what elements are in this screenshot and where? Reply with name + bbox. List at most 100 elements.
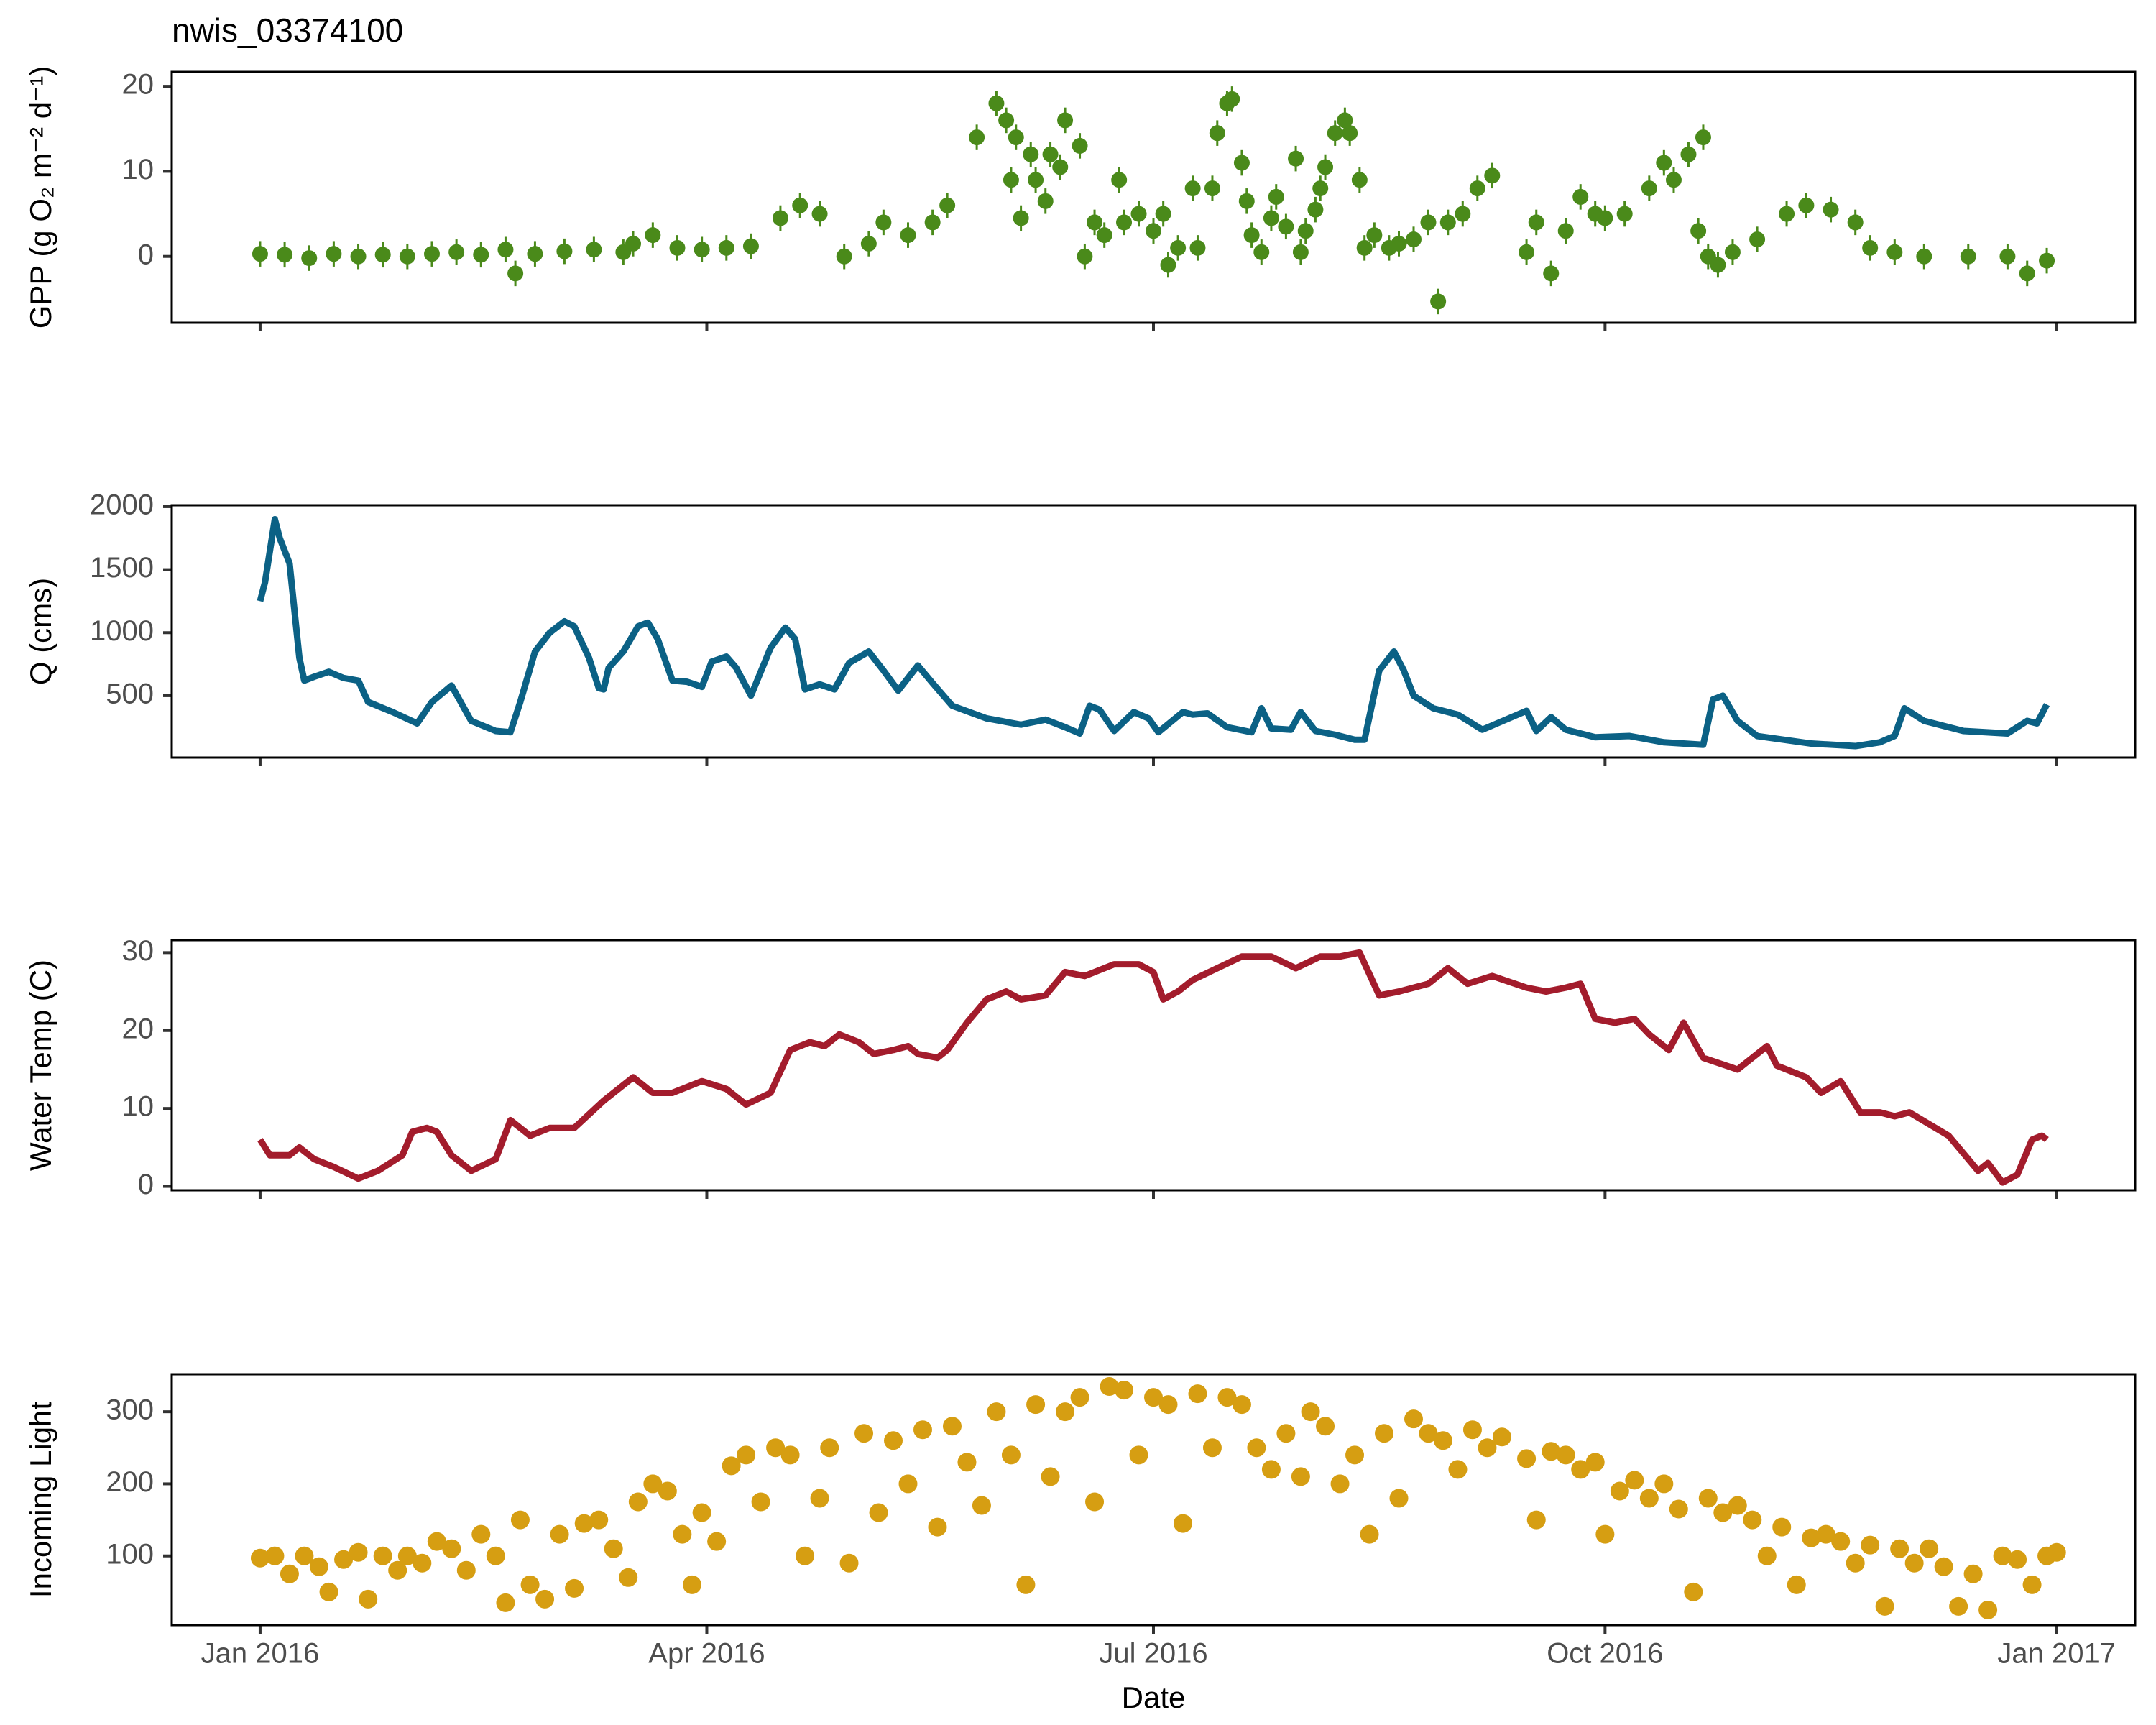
point [1920,1539,1939,1558]
point [1292,244,1309,260]
point [2019,265,2035,282]
point [1713,1503,1733,1522]
point [718,239,734,256]
point [1875,1596,1894,1616]
point [884,1431,903,1450]
point [836,248,852,264]
point [1904,1553,1924,1573]
point [957,1453,977,1472]
point [373,1546,392,1565]
point [1278,218,1294,235]
y-tick-label: 0 [138,1169,154,1200]
point [1772,1517,1792,1537]
point [796,1546,815,1565]
point [810,1489,829,1508]
point [1978,1600,1998,1619]
point [399,248,415,264]
point [1085,1492,1105,1512]
y-tick-label: 200 [106,1466,154,1498]
point [1317,159,1334,175]
point [1690,223,1707,239]
point [1963,1564,1983,1583]
point [643,1474,663,1494]
point [1052,159,1069,175]
line [257,515,2050,750]
point [1787,1575,1806,1594]
point [1008,129,1024,146]
point [527,246,543,262]
point [359,1589,378,1609]
panel-border [170,504,2137,759]
point [326,246,342,262]
point [496,1593,515,1612]
point [1420,214,1437,231]
point [535,1589,555,1609]
point [1391,235,1407,252]
point [250,1548,270,1568]
point [625,235,642,252]
y-tick-label: 300 [106,1394,154,1426]
point [1389,1489,1409,1508]
point [673,1524,692,1544]
y-axis-title: Water Temp (C) [24,960,57,1171]
point [1247,1438,1266,1458]
point [374,247,391,263]
point [1430,293,1447,310]
point [1610,1481,1629,1501]
point [252,246,268,262]
point [1639,1489,1659,1508]
point [319,1582,338,1601]
point [1556,1445,1575,1465]
point [707,1532,727,1551]
point [1345,1445,1365,1465]
panel-border [170,939,2137,1192]
y-tick-label: 100 [106,1538,154,1570]
point [1698,1489,1718,1508]
point [1111,172,1128,188]
point [1846,1553,1865,1573]
point [1375,1424,1394,1443]
point [442,1539,461,1558]
y-tick-label: 10 [122,154,155,185]
point [1209,125,1225,142]
point [586,242,602,258]
point [1724,244,1741,260]
point [1757,1546,1777,1565]
point [987,1402,1006,1422]
point [1144,1388,1163,1407]
point [1189,239,1206,256]
point [1224,91,1240,107]
point [1057,112,1074,129]
point [737,1445,756,1465]
point [1077,248,1093,264]
point [486,1546,505,1565]
point [1934,1557,1953,1576]
point [1439,214,1456,231]
point [1469,180,1485,197]
point [2022,1575,2042,1594]
point [1263,210,1279,226]
point [1993,1546,2012,1565]
point [1037,193,1054,209]
point [1041,1467,1060,1486]
x-tick-label: Apr 2016 [648,1638,765,1670]
point [1616,206,1633,222]
point [471,1524,491,1544]
point [1202,1438,1222,1458]
point [811,206,828,222]
point [1158,1395,1178,1414]
point [1831,1532,1851,1551]
point [1146,223,1161,239]
point [820,1438,839,1458]
point [998,112,1015,129]
point [939,197,956,213]
point [1816,1524,1835,1544]
y-tick-label: 2000 [90,489,154,520]
point [1572,188,1589,205]
y-tick-label: 20 [122,69,155,101]
point [589,1510,609,1530]
point [692,1503,711,1522]
point [1115,1381,1134,1400]
point [1013,210,1029,226]
